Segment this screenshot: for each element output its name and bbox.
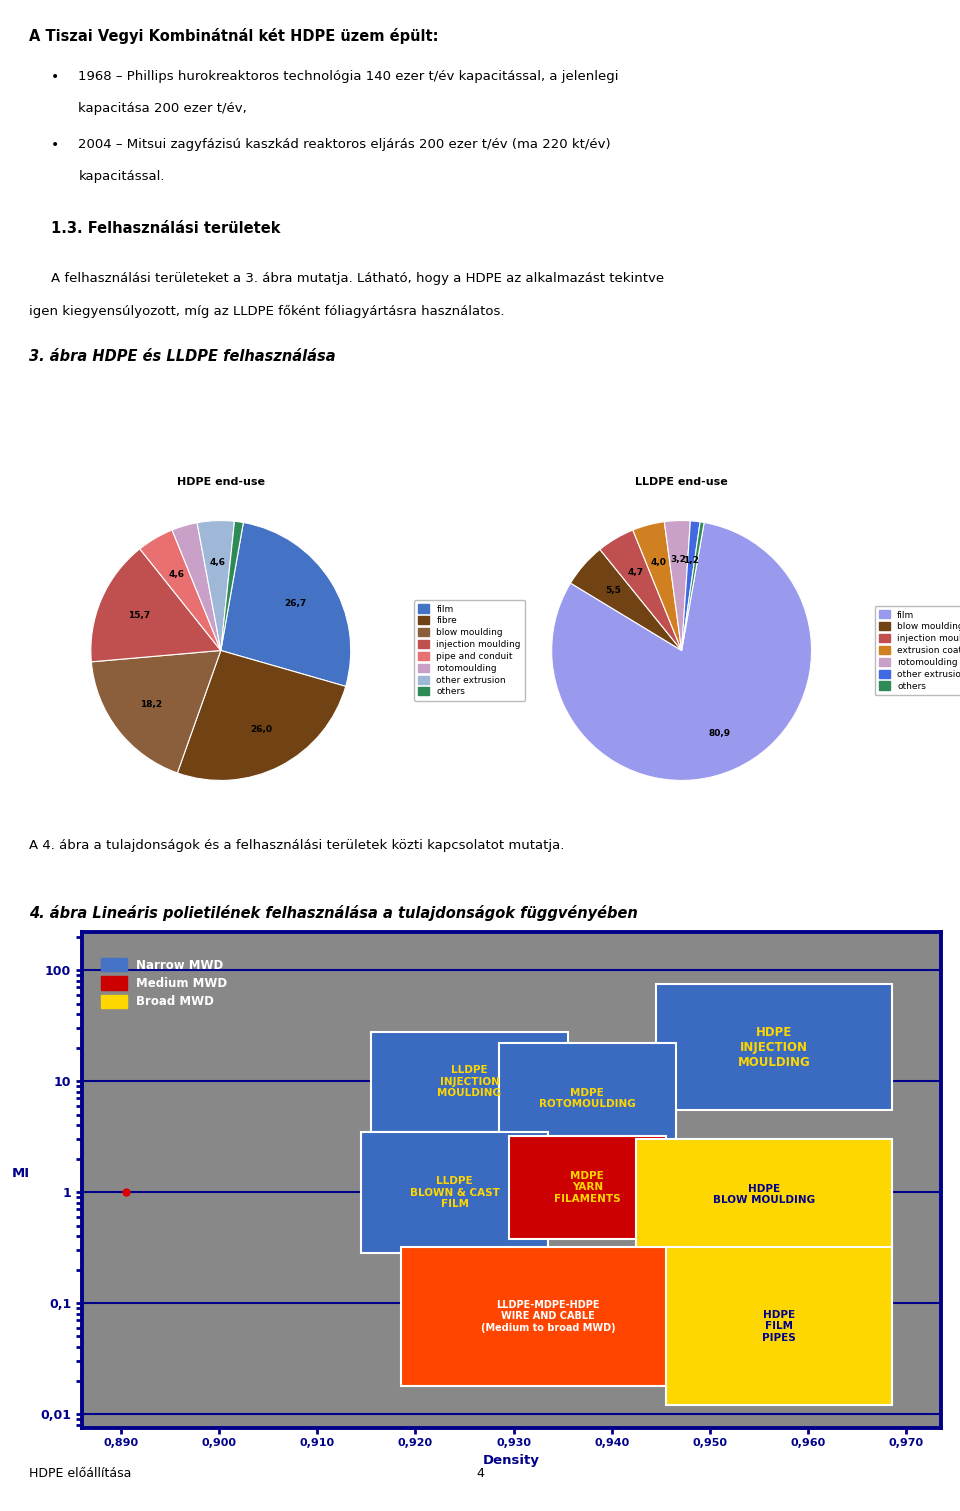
- Text: 80,9: 80,9: [708, 728, 731, 737]
- Wedge shape: [600, 530, 682, 650]
- Text: •: •: [52, 138, 60, 151]
- Wedge shape: [91, 650, 221, 774]
- Text: A felhasználási területeket a 3. ábra mutatja. Látható, hogy a HDPE az alkalmazá: A felhasználási területeket a 3. ábra mu…: [52, 272, 664, 286]
- Text: 1968 – Phillips hurokreaktoros technológia 140 ezer t/év kapacitással, a jelenle: 1968 – Phillips hurokreaktoros technológ…: [79, 70, 619, 83]
- Legend: film, fibre, blow moulding, injection moulding, pipe and conduit, rotomoulding, : film, fibre, blow moulding, injection mo…: [414, 600, 525, 701]
- Bar: [362, 1132, 548, 1254]
- Text: 15,7: 15,7: [129, 610, 151, 620]
- Title: HDPE end-use: HDPE end-use: [177, 477, 265, 487]
- Text: 2004 – Mitsui zagyfázisú kaszkád reaktoros eljárás 200 ezer t/év (ma 220 kt/év): 2004 – Mitsui zagyfázisú kaszkád reaktor…: [79, 138, 612, 151]
- Wedge shape: [682, 521, 705, 650]
- Text: 4. ábra Lineáris polietilének felhasználása a tulajdonságok függvényében: 4. ábra Lineáris polietilének felhasznál…: [29, 905, 637, 920]
- Bar: [372, 1032, 567, 1132]
- Text: 26,7: 26,7: [284, 600, 307, 607]
- Text: 1.3. Felhasználási területek: 1.3. Felhasználási területek: [52, 221, 281, 236]
- Text: A Tiszai Vegyi Kombinátnál két HDPE üzem épült:: A Tiszai Vegyi Kombinátnál két HDPE üzem…: [29, 29, 439, 44]
- Wedge shape: [197, 521, 234, 650]
- Text: •: •: [52, 70, 60, 85]
- Text: kapacitással.: kapacitással.: [79, 169, 165, 183]
- Y-axis label: MI: MI: [12, 1166, 30, 1180]
- Legend: Narrow MWD, Medium MWD, Broad MWD: Narrow MWD, Medium MWD, Broad MWD: [96, 953, 232, 1014]
- Text: 5,5: 5,5: [605, 586, 621, 595]
- Text: HDPE előállítása: HDPE előállítása: [29, 1467, 132, 1479]
- Text: 1,2: 1,2: [684, 556, 699, 565]
- Text: 3,2: 3,2: [671, 555, 686, 564]
- Text: 4,0: 4,0: [650, 558, 666, 567]
- Text: HDPE
FILM
PIPES: HDPE FILM PIPES: [762, 1310, 796, 1343]
- Text: 4,7: 4,7: [628, 568, 643, 577]
- Text: 26,0: 26,0: [251, 725, 273, 733]
- Wedge shape: [178, 650, 346, 780]
- Text: MDPE
YARN
FILAMENTS: MDPE YARN FILAMENTS: [554, 1171, 620, 1204]
- Bar: [499, 1043, 676, 1154]
- Bar: [666, 1247, 892, 1405]
- Text: LLDPE
INJECTION
MOULDING: LLDPE INJECTION MOULDING: [438, 1065, 501, 1098]
- Wedge shape: [172, 523, 221, 650]
- Wedge shape: [664, 520, 690, 650]
- Text: 3. ábra HDPE és LLDPE felhasználása: 3. ábra HDPE és LLDPE felhasználása: [29, 349, 335, 364]
- Title: LLDPE end-use: LLDPE end-use: [636, 477, 728, 487]
- Text: HDPE
BLOW MOULDING: HDPE BLOW MOULDING: [713, 1185, 815, 1206]
- Text: 18,2: 18,2: [140, 700, 162, 709]
- Wedge shape: [91, 548, 221, 662]
- Text: HDPE
INJECTION
MOULDING: HDPE INJECTION MOULDING: [737, 1026, 810, 1068]
- Wedge shape: [221, 523, 350, 686]
- Bar: [509, 1136, 666, 1239]
- X-axis label: Density: Density: [483, 1454, 540, 1467]
- Bar: [636, 1139, 892, 1250]
- Legend: film, blow moulding, injection moulding, extrusion coating, rotomoulding, other : film, blow moulding, injection moulding,…: [875, 606, 960, 695]
- Text: igen kiegyensúlyozott, míg az LLDPE főként fóliagyártásra használatos.: igen kiegyensúlyozott, míg az LLDPE főké…: [29, 305, 504, 317]
- Text: 4: 4: [476, 1467, 484, 1479]
- Text: A 4. ábra a tulajdonságok és a felhasználási területek közti kapcsolatot mutatja: A 4. ábra a tulajdonságok és a felhaszná…: [29, 839, 564, 852]
- Wedge shape: [221, 521, 244, 650]
- Wedge shape: [552, 523, 811, 780]
- Bar: [400, 1247, 695, 1386]
- Text: 4,6: 4,6: [209, 558, 226, 567]
- Text: 4,6: 4,6: [168, 570, 184, 579]
- Text: LLDPE-MDPE-HDPE
WIRE AND CABLE
(Medium to broad MWD): LLDPE-MDPE-HDPE WIRE AND CABLE (Medium t…: [481, 1299, 615, 1333]
- Wedge shape: [570, 550, 682, 650]
- Wedge shape: [140, 530, 221, 650]
- Wedge shape: [682, 521, 700, 650]
- Text: kapacitása 200 ezer t/év,: kapacitása 200 ezer t/év,: [79, 103, 247, 115]
- Bar: [656, 984, 892, 1111]
- Text: LLDPE
BLOWN & CAST
FILM: LLDPE BLOWN & CAST FILM: [410, 1176, 499, 1209]
- Wedge shape: [633, 521, 682, 650]
- Text: MDPE
ROTOMOULDING: MDPE ROTOMOULDING: [539, 1088, 636, 1109]
